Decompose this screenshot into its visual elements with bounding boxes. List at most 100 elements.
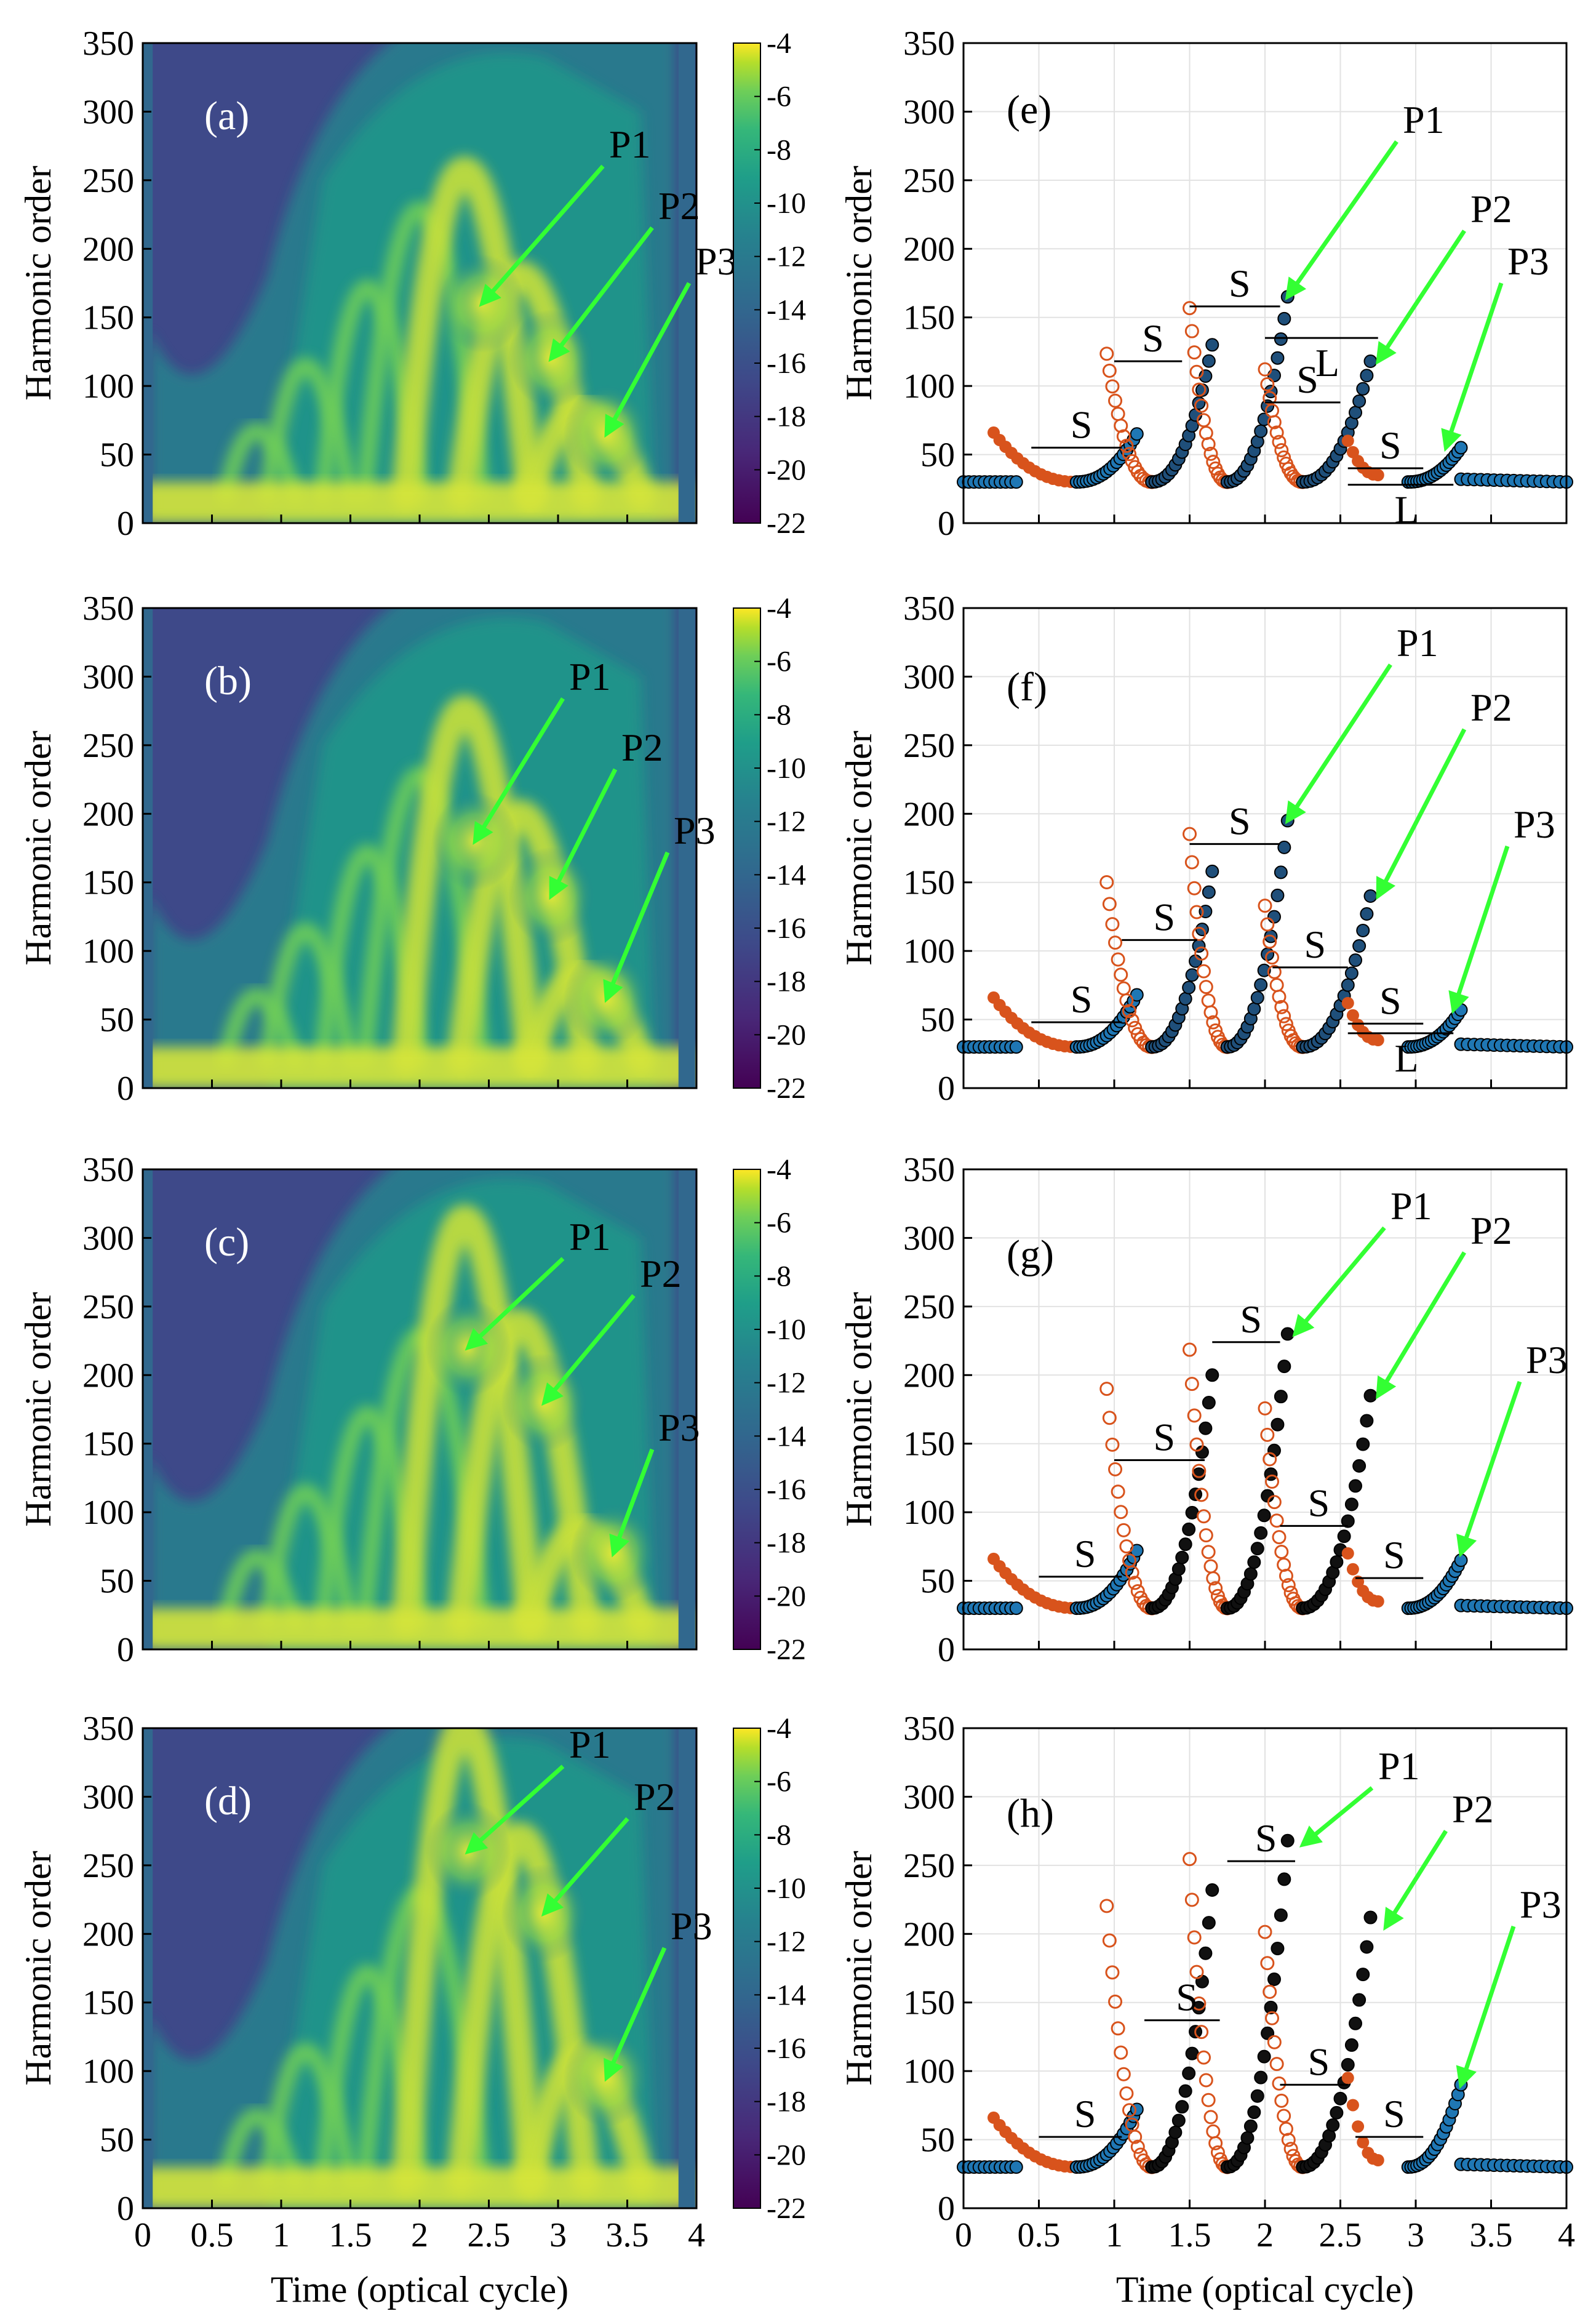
scatter-point (1341, 2072, 1354, 2085)
y-axis-label: Harmonic order (839, 731, 879, 966)
scatter-point (1363, 889, 1378, 903)
scatter-point (1108, 1462, 1123, 1476)
y-tick-label: 350 (903, 25, 955, 63)
colorbar-tick-label: -20 (767, 1019, 806, 1051)
scatter-point (1330, 2105, 1344, 2120)
colorbar-tick-label: -22 (767, 1633, 806, 1666)
scatter-point (1099, 1899, 1114, 1913)
colorbar-tick-label: -4 (767, 1712, 791, 1745)
scatter-point (1258, 899, 1272, 913)
scatter-point (1344, 1497, 1359, 1512)
scatter-point (1274, 443, 1289, 458)
scatter-point (1267, 910, 1281, 924)
scatter-point (1260, 917, 1275, 932)
scatter-point (1183, 301, 1197, 316)
colorbar-tick-label: -22 (767, 1072, 806, 1105)
panel-label: (b) (204, 659, 252, 703)
scatter-point (1341, 1514, 1355, 1528)
scatter-point (1128, 2129, 1143, 2144)
y-tick-label: 50 (920, 1001, 955, 1039)
colorbar-tick-label: -18 (767, 2086, 806, 2118)
scatter-point (1363, 354, 1378, 369)
scatter-point (1267, 1495, 1282, 1510)
bracket-label: S (1074, 1532, 1096, 1576)
peak-arrow (1299, 1786, 1374, 1848)
y-tick-label: 100 (82, 367, 134, 406)
scatter-point (1199, 2073, 1213, 2088)
scatter-point (1187, 1408, 1202, 1423)
scatter-point (1260, 1427, 1275, 1442)
scatter-point (1272, 1530, 1287, 1545)
bracket-label: S (1255, 1816, 1277, 1860)
y-tick-label: 0 (938, 505, 955, 543)
scatter-point (1168, 2125, 1183, 2139)
scatter-point (1269, 425, 1284, 440)
scatter-point (1280, 1833, 1295, 1848)
colorbar-tick-label: -16 (767, 347, 806, 380)
scatter-point (1346, 1563, 1359, 1576)
scatter-point (1116, 1523, 1131, 1537)
scatter-point (1363, 1388, 1378, 1403)
y-tick-label: 50 (100, 436, 134, 475)
scatter-panel: 0 50 100 150 200 250 300 350 S S S S S P1 P2 P3 Harmonic… (839, 1151, 1573, 1669)
scatter-point (1267, 415, 1282, 430)
y-tick-label: 200 (903, 230, 955, 268)
scatter-point (1130, 427, 1144, 441)
scatter-point (1184, 855, 1199, 870)
x-tick-label: 2 (1256, 2216, 1274, 2254)
scatter-point (1247, 1555, 1261, 1569)
x-tick-label: 2.5 (1319, 2216, 1362, 2254)
peak-arrow (1383, 1830, 1448, 1931)
y-axis-label: Harmonic order (18, 1851, 58, 2086)
scatter-point (1203, 2110, 1218, 2125)
scatter-point (1171, 2113, 1186, 2128)
peak-label: P1 (609, 122, 651, 166)
scatter-point (1346, 1009, 1359, 1022)
colorbar-tick-label: -10 (767, 752, 806, 785)
scatter-point (1326, 2118, 1340, 2133)
scatter-point (1272, 990, 1287, 1004)
scatter-point (1277, 311, 1291, 326)
colorbar-tick-label: -18 (767, 401, 806, 433)
scatter-point (1360, 1414, 1374, 1428)
scatter-point (1108, 1994, 1123, 2009)
scatter-point (1277, 840, 1291, 854)
scatter-point (1247, 1002, 1261, 1016)
peak-label: P2 (1470, 1209, 1512, 1252)
panel-label: (g) (1007, 1232, 1054, 1277)
y-tick-label: 100 (903, 367, 955, 406)
heatmap-edge (678, 1728, 695, 2208)
y-tick-label: 350 (903, 1710, 955, 1748)
scatter-point (1102, 1933, 1117, 1948)
y-tick-label: 300 (82, 658, 134, 696)
scatter-point (1264, 1474, 1279, 1489)
peak-arrow (1376, 728, 1467, 900)
scatter-point (1201, 1545, 1216, 1560)
plot-frame (962, 42, 1568, 524)
scatter-point (1102, 1411, 1117, 1425)
scatter-point (1009, 475, 1023, 489)
colorbar-tick-label: -18 (767, 1527, 806, 1560)
plot-frame (962, 1168, 1568, 1651)
colorbar-tick-label: -10 (767, 1313, 806, 1346)
scatter-point (1341, 978, 1355, 992)
scatter-point (1116, 429, 1131, 444)
peak-arrow (604, 282, 692, 438)
scatter-point (1250, 991, 1264, 1005)
scatter-point (1271, 1417, 1285, 1432)
harmonic-arch (391, 1728, 545, 2195)
scatter-point (1187, 345, 1202, 360)
scatter-point (1105, 1965, 1120, 1980)
colorbar-tick-label: -16 (767, 2032, 806, 2065)
heatmap-panel: 0 50 100 150 200 250 300 350 Harmonic order (c) P1… (18, 1151, 806, 1669)
bracket-label: L (1315, 341, 1339, 385)
plot-frame (962, 1727, 1568, 2209)
y-tick-label: 250 (903, 727, 955, 765)
scatter-point (1250, 2089, 1264, 2103)
y-axis-label: Harmonic order (18, 731, 58, 966)
scatter-point (1267, 2035, 1282, 2049)
x-tick-label: 1 (273, 2216, 290, 2254)
y-tick-label: 300 (82, 1778, 134, 1816)
colorbar-tick-label: -18 (767, 966, 806, 998)
